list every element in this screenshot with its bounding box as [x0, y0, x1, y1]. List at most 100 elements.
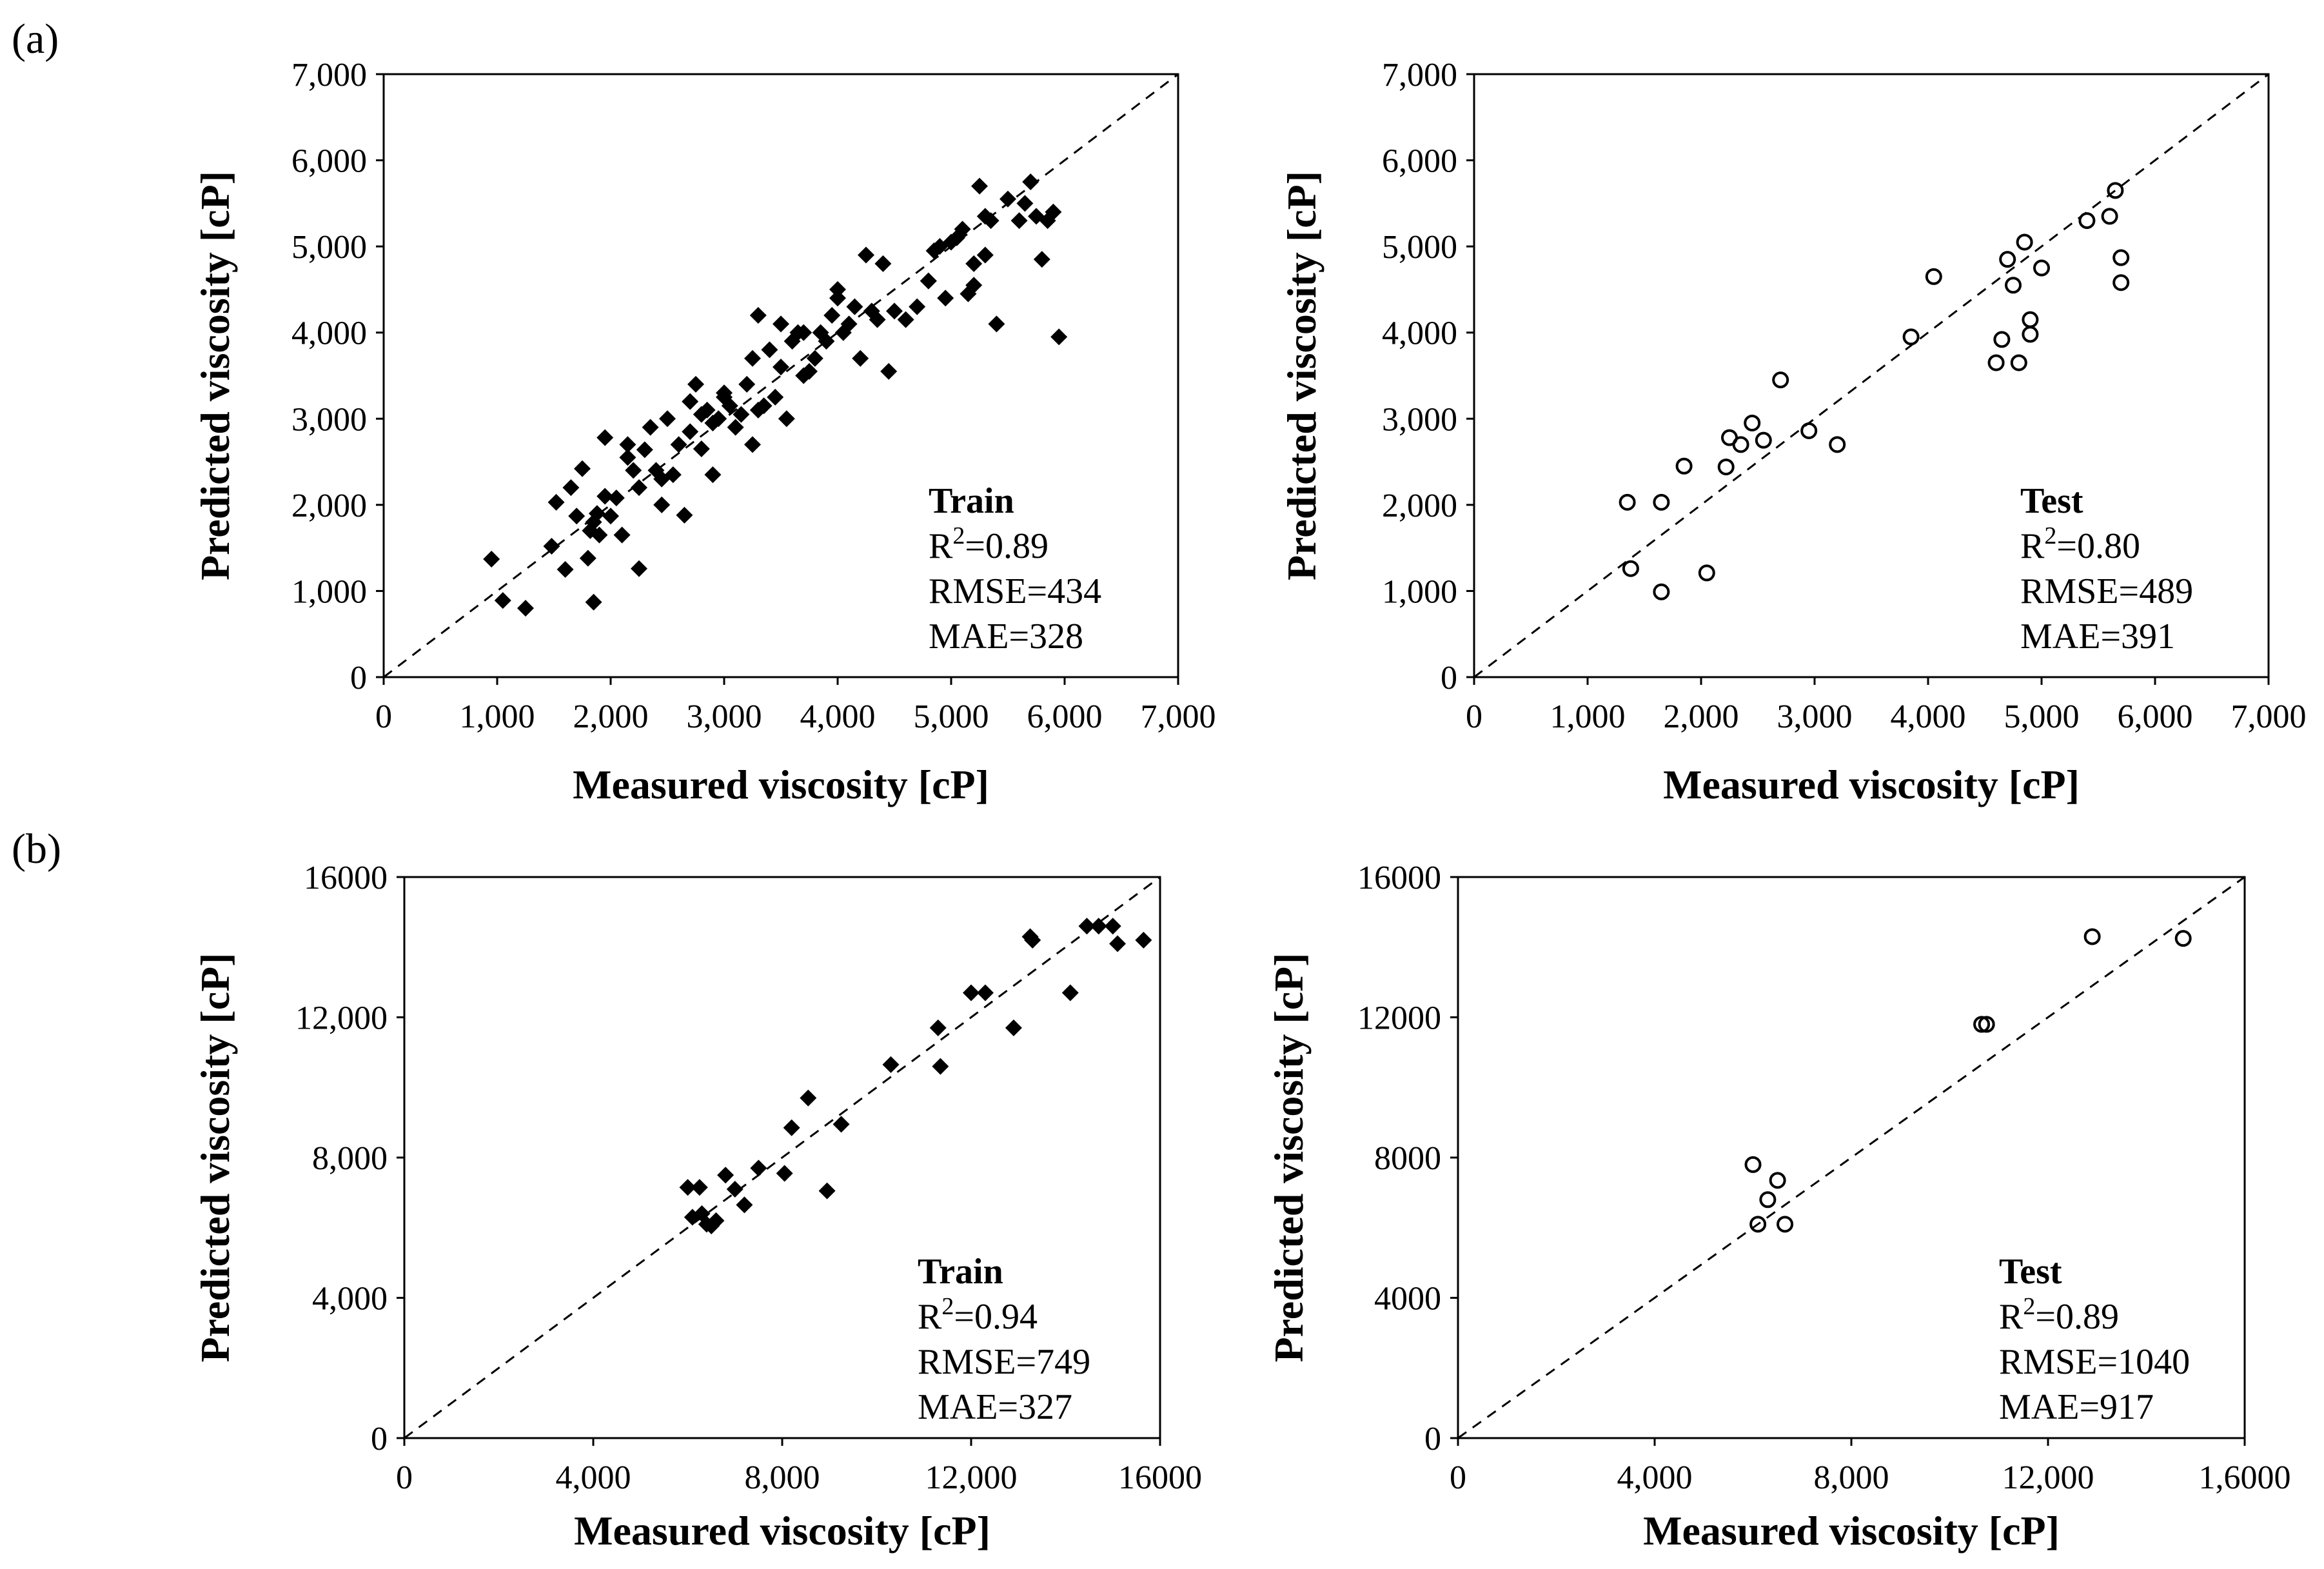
x-tick-label: 4,000	[556, 1459, 631, 1496]
y-tick-label: 7,000	[291, 57, 367, 94]
data-point	[727, 419, 744, 436]
y-tick-label: 7,000	[1382, 57, 1457, 94]
stats-mae: MAE=327	[918, 1387, 1072, 1427]
data-point	[707, 1212, 725, 1229]
charts-container: 001,0001,0002,0002,0003,0003,0004,0004,0…	[192, 57, 2307, 1554]
data-point	[1104, 918, 1121, 935]
y-axis-title: Predicted viscosity [cP]	[192, 952, 238, 1362]
x-axis-title: Measured viscosity [cP]	[574, 1508, 990, 1554]
plot-frame	[382, 73, 1179, 678]
y-tick-label: 0	[1441, 660, 1457, 696]
data-point	[596, 488, 614, 505]
data-point	[691, 1179, 708, 1196]
data-point	[976, 984, 994, 1002]
y-tick-label: 0	[350, 660, 367, 696]
data-point	[716, 384, 733, 402]
y-tick-label: 5,000	[291, 229, 367, 266]
stats-title: Test	[2020, 481, 2083, 521]
data-point	[1109, 935, 1127, 952]
y-tick-label: 8,000	[312, 1140, 388, 1177]
data-point	[1925, 268, 1942, 285]
data-point	[806, 350, 823, 367]
data-point	[882, 1056, 900, 1073]
data-point	[869, 311, 886, 328]
chart-1: 00 1,000 1,000 2,000 2,000 3,000 3,000 4,000 4,0…	[192, 57, 1216, 807]
data-point	[1772, 371, 1789, 389]
data-point	[852, 350, 869, 367]
data-point	[776, 1165, 793, 1182]
x-tick-label: 1,6000	[2199, 1459, 2291, 1496]
data-point	[874, 255, 892, 272]
data-point	[1090, 918, 1107, 935]
y-tick-label: 4,000	[312, 1281, 388, 1317]
x-tick-label: 6,000	[2118, 698, 2193, 735]
data-point	[886, 302, 903, 320]
y-tick-label: 16000	[304, 860, 388, 896]
data-point	[1993, 331, 2011, 348]
data-point	[2033, 259, 2050, 277]
data-point	[687, 375, 704, 393]
data-point	[568, 508, 586, 525]
y-axis-title: Predicted viscosity [cP]	[1266, 952, 1312, 1362]
y-tick-label: 3,000	[291, 401, 367, 438]
x-tick-label: 4,000	[1891, 698, 1966, 735]
x-tick-label: 5,000	[2004, 698, 2080, 735]
y-tick-label: 16000	[1357, 860, 1441, 896]
data-point	[704, 414, 722, 431]
y-tick-label: 12000	[1357, 1000, 1441, 1037]
data-point	[543, 537, 560, 555]
data-point	[738, 375, 756, 393]
data-point	[1744, 414, 1761, 431]
stats-mae: MAE=917	[1999, 1387, 2154, 1427]
y-tick-label: 4,000	[291, 315, 367, 352]
data-point	[1024, 931, 1041, 949]
data-point	[517, 600, 534, 617]
chart-2: 00 1,000 1,000 2,000 2,000 3,000 3,000 4,000 4,0…	[1279, 57, 2307, 807]
data-point	[1000, 190, 1016, 208]
data-point	[2107, 182, 2124, 199]
data-point	[783, 1119, 800, 1136]
identity-line	[1473, 73, 2269, 678]
stats-r2: R2=0.89	[929, 522, 1049, 566]
data-point	[1135, 931, 1152, 949]
x-axis-title: Measured viscosity [cP]	[1643, 1508, 2060, 1554]
data-point	[2010, 354, 2027, 371]
data-point	[932, 1058, 949, 1075]
data-point	[585, 513, 602, 531]
data-point	[1016, 195, 1034, 212]
data-point	[631, 560, 647, 577]
x-tick-label: 2,000	[1664, 698, 1739, 735]
data-point	[1005, 1019, 1022, 1036]
data-point	[596, 429, 614, 446]
data-point	[2083, 928, 2101, 945]
identity-line	[383, 73, 1179, 678]
data-point	[2016, 233, 2033, 251]
data-point	[818, 333, 835, 350]
y-tick-label: 8000	[1374, 1140, 1441, 1177]
data-point	[693, 440, 710, 458]
x-tick-label: 3,000	[1777, 698, 1853, 735]
data-point	[1698, 564, 1715, 582]
data-point	[829, 290, 846, 307]
data-point	[1732, 436, 1749, 453]
data-point	[625, 462, 642, 479]
data-point	[2112, 274, 2130, 291]
data-point	[619, 449, 636, 466]
x-axis-title: Measured viscosity [cP]	[573, 762, 989, 807]
data-point	[483, 551, 500, 568]
x-tick-label: 16000	[1118, 1459, 1202, 1496]
y-tick-label: 6,000	[1382, 143, 1457, 180]
data-point	[613, 526, 631, 544]
data-point	[1010, 212, 1028, 230]
data-point	[659, 410, 676, 428]
x-tick-label: 0	[375, 698, 392, 735]
identity-line	[404, 876, 1161, 1439]
data-point	[829, 281, 846, 298]
data-point	[749, 307, 767, 324]
x-tick-label: 4,000	[800, 698, 876, 735]
data-point	[846, 298, 863, 315]
x-tick-label: 2,000	[573, 698, 649, 735]
data-point	[2101, 208, 2118, 225]
data-point	[880, 362, 898, 380]
data-point	[976, 246, 994, 264]
